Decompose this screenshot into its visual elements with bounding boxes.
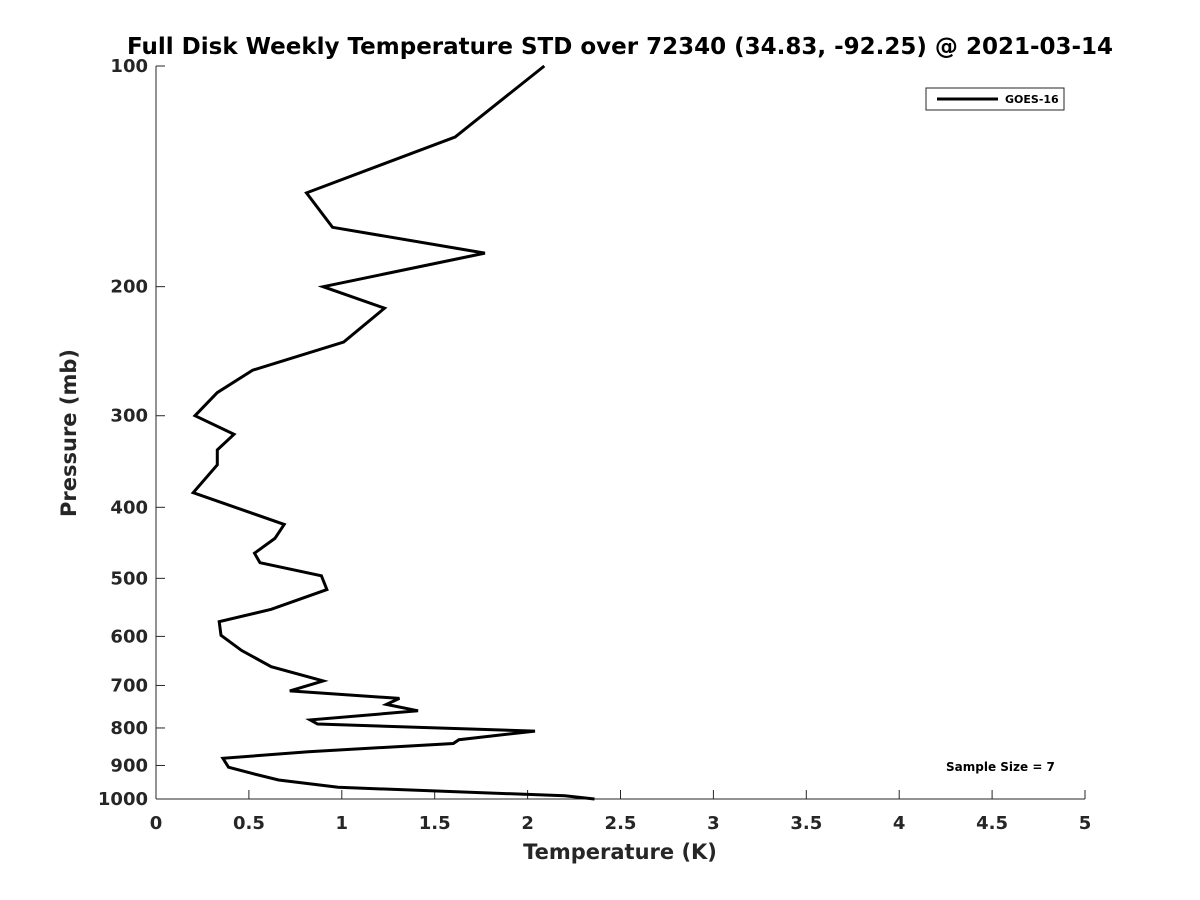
x-tick-label: 1 (336, 813, 349, 834)
x-tick-label: 4.5 (976, 813, 1008, 834)
y-tick-label: 700 (110, 675, 148, 696)
x-tick-label: 0 (150, 813, 163, 834)
x-tick-label: 5 (1079, 813, 1092, 834)
series-group (190, 64, 595, 801)
x-tick-label: 3 (707, 813, 720, 834)
x-axis-label: Temperature (K) (523, 840, 717, 864)
y-tick-label: 200 (110, 277, 148, 298)
y-tick-label: 800 (110, 718, 148, 739)
x-tick-label: 2.5 (605, 813, 637, 834)
x-tick-label: 0.5 (233, 813, 265, 834)
y-tick-label: 500 (110, 568, 148, 589)
y-tick-label: 100 (110, 56, 148, 77)
legend: GOES-16 (925, 87, 1065, 111)
y-tick-label: 400 (110, 497, 148, 518)
sample-size-annotation: Sample Size = 7 (946, 760, 1055, 774)
series-line-goes-16 (190, 64, 595, 801)
y-tick-label: 1000 (98, 789, 148, 810)
y-ticks: 100 200 300 400 500 600 700 800 900 1000 (98, 56, 165, 810)
y-tick-label: 900 (110, 755, 148, 776)
x-tick-label: 2 (521, 813, 534, 834)
x-tick-label: 3.5 (790, 813, 822, 834)
y-tick-label: 600 (110, 626, 148, 647)
x-tick-label: 4 (893, 813, 906, 834)
y-axis-label: Pressure (mb) (57, 349, 81, 517)
chart-title: Full Disk Weekly Temperature STD over 72… (127, 34, 1113, 60)
x-tick-label: 1.5 (419, 813, 451, 834)
x-ticks: 0 0.5 1 1.5 2 2.5 3 3.5 4 4.5 5 (150, 790, 1092, 834)
legend-entry-goes-16: GOES-16 (1005, 93, 1059, 106)
y-tick-label: 300 (110, 406, 148, 427)
